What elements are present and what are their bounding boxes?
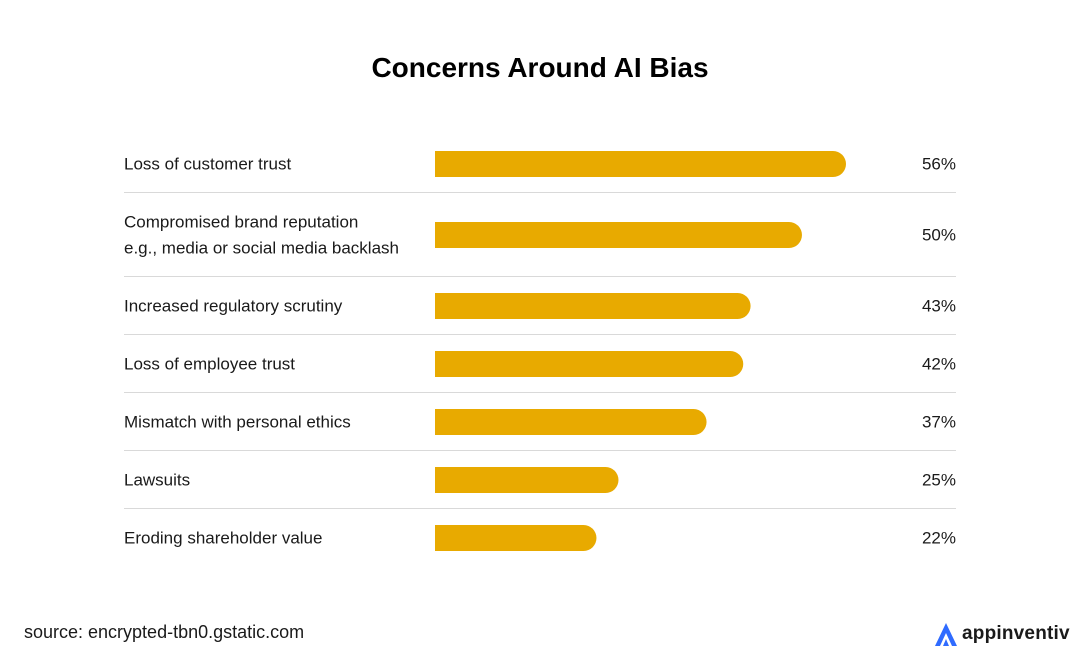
category-label: Lawsuits — [124, 471, 190, 490]
category-label: Eroding shareholder value — [124, 529, 322, 548]
category-label: Increased regulatory scrutiny — [124, 297, 343, 316]
value-label: 43% — [922, 297, 956, 316]
value-label: 37% — [922, 413, 956, 432]
bar — [435, 467, 619, 493]
bar — [435, 222, 802, 248]
bar — [435, 409, 707, 435]
value-label: 22% — [922, 529, 956, 548]
category-label: Mismatch with personal ethics — [124, 413, 351, 432]
value-label: 56% — [922, 155, 956, 174]
bar-chart: Loss of customer trust 56% Compromised bra… — [124, 151, 956, 551]
brand-name: appinventiv — [962, 623, 1070, 644]
value-label: 50% — [922, 226, 956, 245]
bar — [435, 293, 751, 319]
category-label: Loss of customer trust — [124, 155, 292, 174]
category-label: Compromised brand reputation e.g., media … — [124, 213, 399, 258]
brand-logo: appinventiv — [932, 618, 1070, 650]
bar — [435, 525, 597, 551]
value-label: 25% — [922, 471, 956, 490]
category-label: Loss of employee trust — [124, 355, 295, 374]
source-note: source: encrypted-tbn0.gstatic.com — [24, 622, 305, 642]
bar — [435, 351, 744, 377]
appinventiv-logo-icon — [935, 623, 957, 646]
value-label: 42% — [922, 355, 956, 374]
bar — [435, 151, 846, 177]
chart-title: Concerns Around AI Bias — [371, 52, 709, 83]
